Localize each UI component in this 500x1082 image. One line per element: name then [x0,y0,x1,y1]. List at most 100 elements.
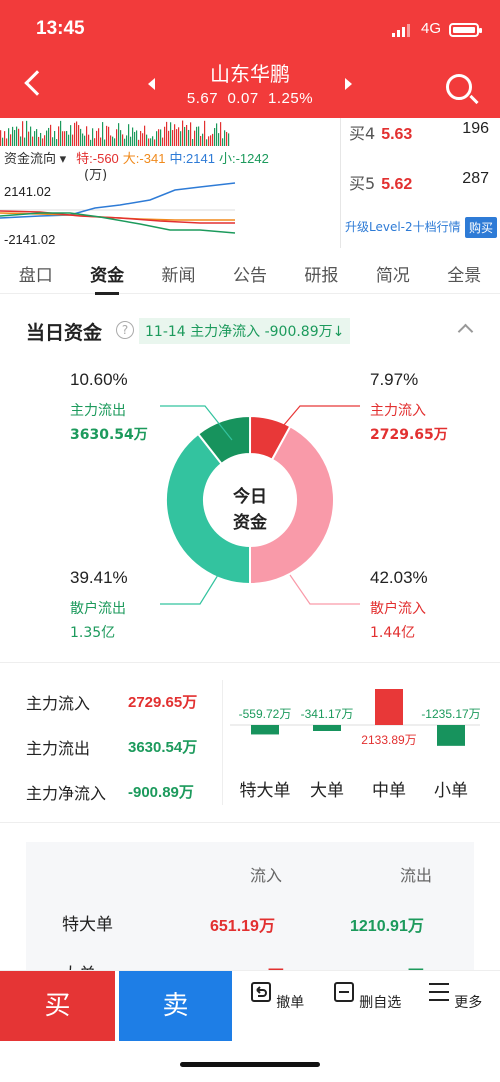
main-in-value: 2729.65万 [370,427,448,443]
volume-bar [170,122,172,146]
volume-bar [108,126,110,146]
volume-bar [64,131,66,146]
volume-bar [162,137,164,146]
buy-button[interactable]: 买 [0,971,115,1041]
legend-item: 小:-1242 [218,151,269,166]
level2-upgrade-link[interactable]: 升级Level-2十档行情 [345,220,461,234]
signal-icon [392,24,410,37]
sell-button[interactable]: 卖 [119,971,232,1041]
divider [0,822,500,823]
tab-0[interactable]: 盘口 [18,266,53,286]
leader-retail-in [289,574,360,605]
search-icon[interactable] [446,74,472,100]
volume-bar [30,126,32,146]
undo-order-button[interactable]: 撤单 [242,981,312,1012]
volume-bar [102,122,104,146]
bar-1 [313,725,341,731]
volume-bars [0,120,230,146]
bar-category-label: 大单 [310,781,344,801]
volume-bar [66,130,68,146]
volume-bar [92,128,94,146]
volume-bar [180,131,182,146]
volume-bar [194,130,196,146]
volume-bar [28,131,30,146]
volume-bar [34,131,36,146]
remove-watchlist-button[interactable]: 删自选 [332,981,402,1012]
tab-4[interactable]: 研报 [304,266,339,286]
order-size-bar-chart [230,689,480,746]
volume-bar [94,138,96,146]
volume-bar [152,136,154,146]
retail-in-value: 1.44亿 [370,625,416,641]
volume-bar [46,130,48,146]
more-button[interactable]: 更多 [420,981,490,1012]
tab-2[interactable]: 新闻 [161,266,196,286]
order-book-panel: 买4 5.63 196 买5 5.62 287 升级Level-2十档行情 购买 [340,118,500,248]
tab-6[interactable]: 全景 [447,266,482,286]
volume-bar [206,139,208,146]
volume-bar [90,139,92,146]
volume-bar [20,136,22,146]
legend-item: 大:-341 [122,151,166,166]
volume-bar [86,126,88,146]
leader-main-out [160,405,233,441]
volume-bar [68,134,70,146]
menu-icon [428,983,449,1001]
volume-bar [38,136,40,146]
donut-slice-retail_out [165,432,251,586]
home-indicator [180,1062,320,1067]
bar-0 [251,725,279,735]
donut-center-line1: 今日 [233,487,267,507]
level2-buy-button[interactable]: 购买 [465,217,498,238]
volume-bar [6,138,8,146]
bar-value-label: -559.72万 [238,707,292,721]
volume-bar [124,138,126,146]
volume-bar [192,138,194,146]
volume-bar [52,137,54,146]
summary-value-main-in: 2729.65万 [128,694,198,711]
stock-change: 0.07 [227,90,259,107]
y-min-label: -2141.02 [4,232,56,247]
tab-3[interactable]: 公告 [232,266,267,286]
retail-out-label: 散户流出 [70,601,126,617]
volume-bar [104,139,106,146]
collapse-icon[interactable] [457,323,474,340]
more-label: 更多 [454,995,483,1011]
volume-bar [88,134,90,146]
leader-retail-out [160,574,219,605]
volume-bar [178,127,180,146]
volume-bar [42,138,44,146]
volume-bar [74,122,76,146]
volume-bar [76,121,78,146]
prev-stock-icon[interactable] [148,78,155,90]
quote-row-buy4: 买4 5.63 196 [349,120,489,143]
flow-selector[interactable]: 资金流向 ▾ [4,151,67,166]
volume-bar [204,120,206,146]
volume-bar [106,125,108,146]
volume-bar [184,126,186,146]
table-header-in: 流入 [250,866,283,885]
volume-bar [4,131,6,146]
stock-quote-line: 5.67 0.07 1.25% [0,90,500,107]
volume-bar [82,133,84,146]
help-icon[interactable]: ? [116,321,134,339]
tab-1[interactable]: 资金 [72,250,142,295]
volume-bar [120,130,122,146]
table-cell-in: 651.19万 [210,918,275,935]
volume-bar [116,129,118,146]
main-in-label: 主力流入 [370,403,426,419]
volume-bar [154,139,156,146]
next-stock-icon[interactable] [345,78,352,90]
network-label: 4G [421,20,442,37]
bar-value-label: -341.17万 [300,707,354,721]
donut-slice-retail_in [249,424,335,586]
volume-bar [126,135,128,146]
volume-bar [216,123,218,146]
volume-bar [100,137,102,146]
bar-category-label: 中单 [372,781,406,801]
volume-bar [24,137,26,146]
legend-item: 特:-560 [76,151,119,166]
volume-bar [72,134,74,146]
tab-5[interactable]: 简况 [375,266,410,286]
volume-bar [198,126,200,146]
